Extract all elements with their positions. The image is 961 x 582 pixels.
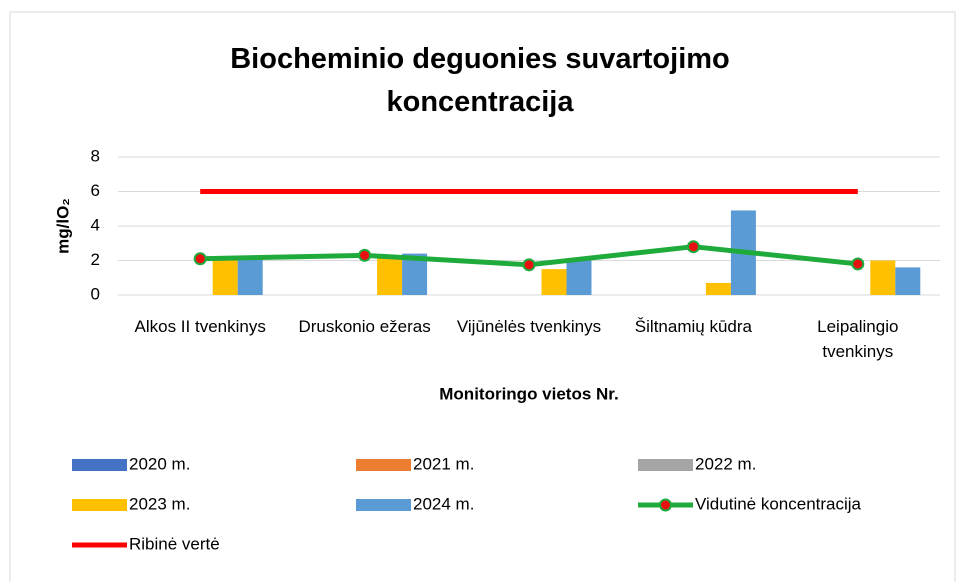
line-marker [358, 248, 372, 262]
legend-swatch [356, 499, 411, 511]
legend-swatch [638, 459, 693, 471]
y-tick-label: 4 [91, 215, 100, 234]
legend-label: 2024 m. [413, 494, 474, 513]
y-axis-label: mg/lO₂ [53, 198, 72, 254]
legend-swatch [72, 459, 127, 471]
bar [377, 257, 403, 295]
legend-label: 2022 m. [695, 454, 756, 473]
x-tick-label: Leipalingio tvenkinys [817, 317, 899, 361]
legend-label: 2021 m. [413, 454, 474, 473]
bar [895, 267, 921, 295]
x-tick-label: Druskonio ežeras [298, 317, 431, 336]
y-tick-label: 2 [91, 250, 100, 269]
line-marker [522, 258, 536, 272]
bar [212, 260, 238, 295]
bar [870, 260, 896, 295]
x-axis-label: Monitoringo vietos Nr. [439, 384, 618, 403]
x-tick-label: Alkos II tvenkinys [134, 317, 266, 336]
chart-frame [9, 11, 956, 582]
bar [541, 269, 567, 295]
legend-label: 2020 m. [129, 454, 190, 473]
line-marker [193, 252, 207, 266]
line-marker [686, 240, 700, 254]
y-tick-label: 8 [91, 146, 100, 165]
y-tick-label: 6 [91, 181, 100, 200]
y-tick-label: 0 [91, 284, 100, 303]
legend-label: Ribinė vertė [129, 534, 220, 553]
legend-marker [659, 498, 672, 512]
x-tick-label: Šiltnamių kūdra [634, 317, 752, 336]
legend-swatch [356, 459, 411, 471]
legend-label: Vidutinė koncentracija [695, 494, 862, 513]
chart-title: Biocheminio deguonies suvartojimo koncen… [230, 43, 730, 118]
bar [566, 260, 592, 295]
bar [237, 258, 263, 295]
line-marker [851, 257, 865, 271]
legend-label: 2023 m. [129, 494, 190, 513]
legend-swatch [72, 499, 127, 511]
x-tick-label: Vijūnėlės tvenkinys [456, 317, 602, 336]
bar [705, 282, 731, 295]
